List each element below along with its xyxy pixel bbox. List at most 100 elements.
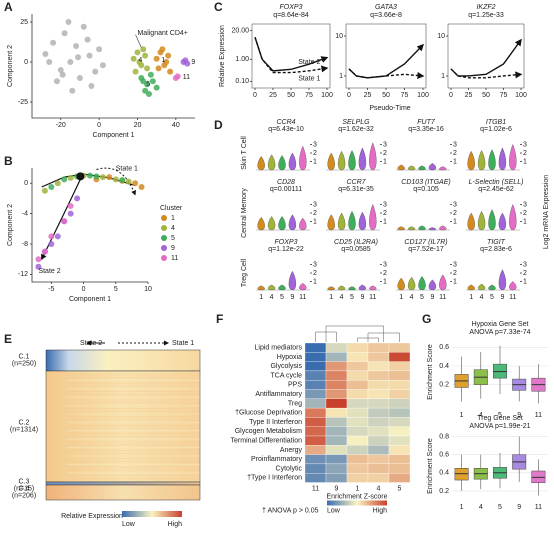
point: [93, 173, 100, 180]
group-n: (n=1314): [10, 426, 38, 433]
legend-label: 4: [171, 225, 175, 232]
x-tick-label: 9: [517, 504, 521, 511]
x-tick-label: 10: [144, 286, 152, 293]
point: [84, 36, 91, 43]
x-tick-label: 25: [465, 92, 473, 99]
violin: [498, 269, 507, 291]
violin: [327, 214, 335, 231]
x-tick-label: 5: [350, 294, 354, 301]
point: [61, 30, 68, 37]
heatmap-cell: [388, 380, 411, 390]
x-tick-label: -5: [48, 286, 54, 293]
point: [132, 180, 139, 187]
violin: [278, 284, 286, 291]
axis-label: Relative Expression: [219, 25, 226, 87]
axis-label: Treg Cell: [241, 258, 248, 287]
violin: [257, 156, 265, 171]
violin: [418, 165, 426, 171]
row-label: †Glucose Deprivation: [235, 410, 302, 417]
heatmap-cell: [346, 473, 369, 483]
heatmap-band: [45, 484, 201, 501]
heatmap-cell: [325, 352, 348, 362]
panel-letter: E: [4, 332, 12, 346]
panel-frame: [345, 23, 427, 89]
gene-name: CD25 (IL2RA): [334, 239, 378, 246]
heatmap-cell: [346, 352, 369, 362]
violin: [267, 284, 276, 291]
series-label: State 1: [298, 75, 320, 82]
heatmap-cell: [388, 473, 411, 483]
gene-q: q=1.02e-6: [480, 126, 512, 133]
point: [65, 19, 72, 25]
x-tick-label: 75: [305, 92, 313, 99]
violin: [348, 150, 356, 171]
heatmap-cell: [367, 426, 390, 437]
point: [159, 46, 166, 53]
heatmap-cell: [388, 389, 411, 399]
point: [41, 187, 48, 194]
gene-name: FUT7: [417, 119, 436, 126]
violin: [358, 211, 367, 231]
group-label: C.3: [19, 478, 30, 485]
panel-letter: D: [214, 118, 223, 132]
y-tick-label: 1: [523, 218, 527, 225]
y-tick-label: 1: [441, 73, 445, 80]
point: [130, 55, 137, 62]
heatmap-cell: [367, 398, 390, 409]
y-tick-label: 1: [313, 278, 317, 285]
panel-title: Treg Gene Set: [477, 415, 523, 422]
heatmap-cell: [388, 398, 411, 409]
y-tick-label: 2: [313, 270, 317, 277]
legend-label: 9: [171, 245, 175, 252]
violin: [467, 284, 475, 291]
panel-letter: G: [422, 312, 431, 326]
x-tick-label: 5: [490, 294, 494, 301]
gene-name: L-Selectin (SELL): [469, 179, 524, 186]
x-tick-label: 4: [480, 294, 484, 301]
panel-title: IKZF2: [476, 4, 495, 11]
violin: [407, 165, 416, 171]
point: [75, 54, 82, 61]
note: † ANOVA p > 0.05: [262, 507, 319, 514]
heatmap-cell: [304, 473, 327, 483]
gene-q: q=7.52e-17: [408, 246, 444, 253]
legend-ramp: [327, 500, 387, 506]
point: [74, 195, 81, 202]
violin: [267, 154, 276, 171]
heatmap-cell: [325, 445, 348, 455]
x-tick-label: 4: [270, 294, 274, 301]
heatmap-cell: [367, 417, 390, 427]
x-tick-label: 50: [482, 92, 490, 99]
legend-swatch: [161, 245, 167, 251]
violin: [337, 212, 346, 231]
heatmap-cell: [346, 370, 369, 381]
point: [73, 43, 80, 49]
heatmap-cell: [304, 417, 327, 427]
y-tick-label: -25: [18, 99, 28, 106]
heatmap-cell: [367, 407, 390, 418]
annotation: Malignant CD4+: [137, 30, 187, 37]
violin: [439, 166, 447, 171]
legend-label: 1: [171, 215, 175, 222]
violin: [397, 164, 405, 171]
x-tick-label: 0: [97, 122, 101, 129]
y-tick-label: 3: [313, 141, 317, 148]
x-tick-label: 9: [360, 294, 364, 301]
y-tick-label: 0: [24, 59, 28, 66]
y-tick-label: 25: [20, 19, 28, 26]
series-label: State 2: [298, 59, 320, 66]
row-label: PPS: [288, 382, 302, 389]
gene-q: q=2.83e-6: [480, 246, 512, 253]
axis: [31, 14, 195, 119]
cluster-label: 9: [191, 59, 195, 66]
point: [67, 59, 74, 65]
group-label: C.2: [19, 419, 30, 426]
row-label: Anergy: [280, 447, 303, 454]
gene-name: CCR7: [346, 179, 366, 186]
point: [142, 52, 149, 59]
x-tick-label: 100: [515, 92, 527, 99]
x-tick-label: 9: [290, 294, 294, 301]
violin: [477, 283, 486, 291]
violin: [299, 217, 307, 231]
column-label: 1: [356, 485, 360, 492]
